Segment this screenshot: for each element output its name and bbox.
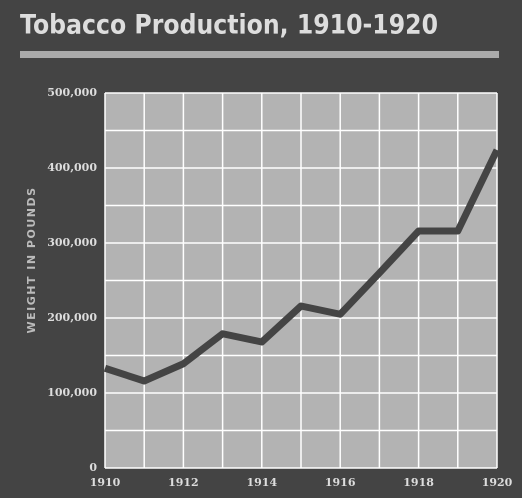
x-tick-label: 1920 bbox=[482, 476, 513, 489]
y-tick-label: 200,000 bbox=[47, 311, 97, 324]
y-axis-label: WEIGHT IN POUNDS bbox=[25, 186, 38, 333]
title-rule bbox=[20, 51, 499, 58]
y-tick-label: 100,000 bbox=[47, 386, 97, 399]
chart-title: Tobacco Production, 1910-1920 bbox=[20, 10, 438, 41]
x-tick-label: 1916 bbox=[325, 476, 356, 489]
x-tick-label: 1914 bbox=[246, 476, 277, 489]
y-tick-label: 0 bbox=[89, 461, 97, 474]
x-tick-label: 1912 bbox=[168, 476, 199, 489]
y-tick-label: 300,000 bbox=[47, 236, 97, 249]
line bbox=[103, 148, 501, 385]
x-tick-label: 1910 bbox=[90, 476, 121, 489]
x-tick-label: 1918 bbox=[403, 476, 434, 489]
y-tick-label: 400,000 bbox=[47, 161, 97, 174]
y-tick-label: 500,000 bbox=[47, 86, 97, 99]
